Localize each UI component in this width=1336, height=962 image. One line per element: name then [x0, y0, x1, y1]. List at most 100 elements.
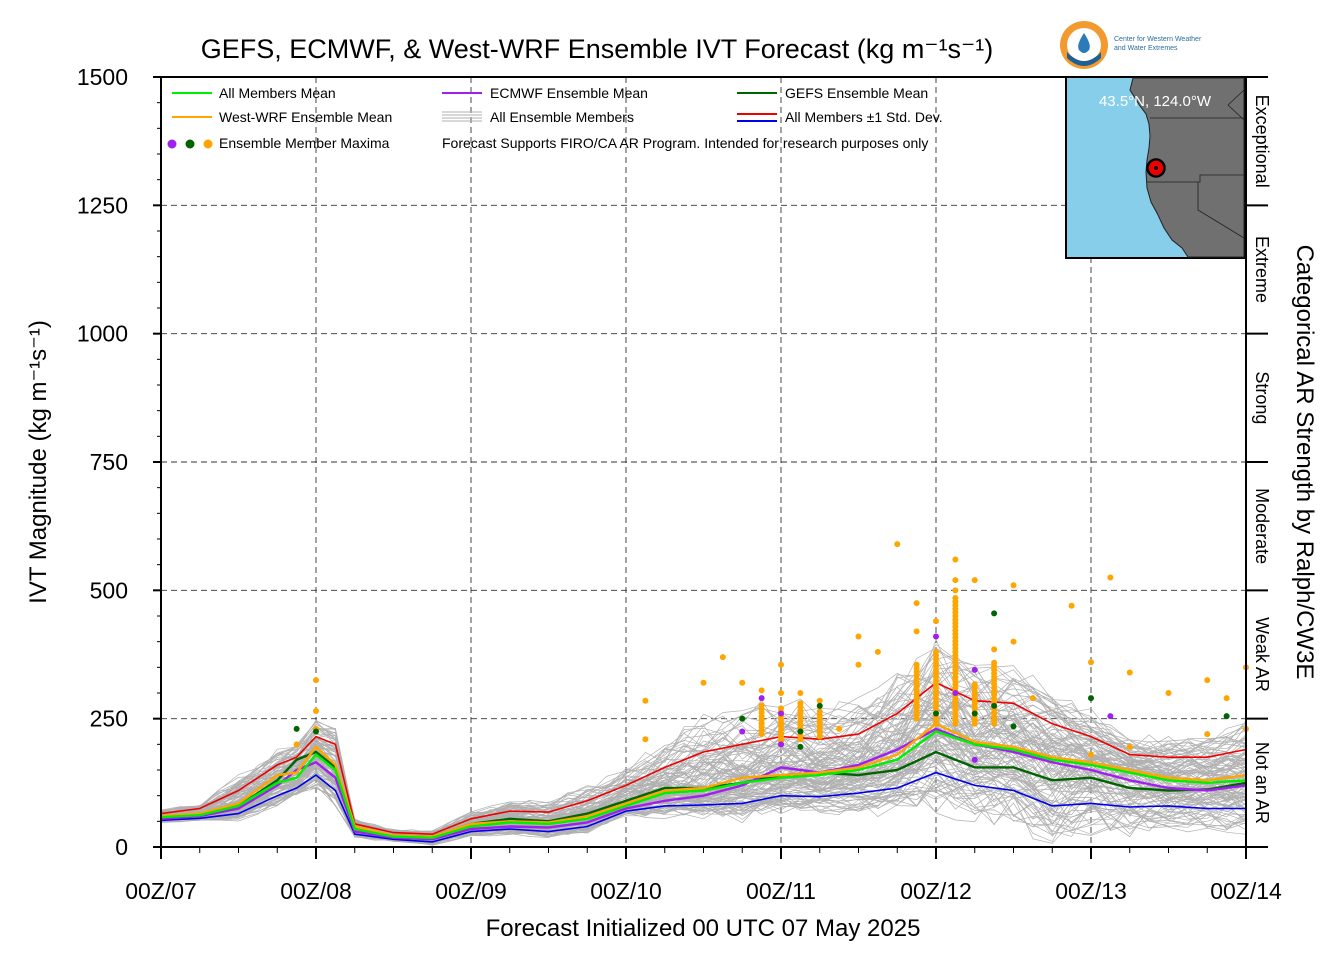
inset-map: 43.5°N, 124.0°W — [1065, 76, 1246, 259]
ar-category-label: Strong — [1252, 371, 1272, 424]
maxima-point — [642, 736, 649, 743]
maxima-point — [778, 661, 784, 668]
logo-text-line2: and Water Extremes — [1114, 45, 1178, 52]
maxima-point — [1126, 669, 1133, 676]
legend-std: All Members ±1 Std. Dev. — [785, 109, 943, 125]
maxima-point — [758, 720, 765, 727]
maxima-point — [739, 715, 746, 722]
chart-title: GEFS, ECMWF, & West-WRF Ensemble IVT For… — [201, 34, 994, 64]
maxima-point — [1204, 731, 1211, 738]
x-axis-label: Forecast Initialized 00 UTC 07 May 2025 — [486, 915, 921, 942]
inset-land — [1129, 77, 1245, 258]
maxima-point — [952, 595, 959, 602]
right-axis-label: Categorical AR Strength by Ralph/CW3E — [1291, 245, 1318, 680]
maxima-point — [1126, 743, 1133, 750]
x-tick-label: 00Z/14 — [1210, 878, 1282, 904]
maxima-point — [313, 728, 319, 735]
legend-gefs-mean: GEFS Ensemble Mean — [785, 85, 928, 101]
maxima-point — [971, 756, 978, 763]
series-lines — [160, 681, 1247, 843]
maxima-point — [797, 690, 804, 696]
maxima-point — [816, 697, 823, 704]
maxima-point — [797, 728, 804, 735]
legend-maxima: Ensemble Member Maxima — [219, 135, 390, 151]
maxima-point — [1107, 574, 1114, 581]
ar-category-label: Weak AR — [1252, 617, 1272, 692]
series-line-ecmwf-ensemble-mean — [160, 727, 1247, 841]
ensemble-member-line — [160, 660, 1247, 833]
ensemble-member-line — [160, 775, 1247, 845]
x-tick-label: 00Z/11 — [746, 878, 816, 904]
series-line-all-members-mean — [160, 730, 1247, 840]
maxima-point — [293, 725, 300, 732]
ar-category-label: Moderate — [1252, 488, 1272, 564]
y-tick-label: 250 — [90, 706, 128, 732]
series-line-all-members-1-std-dev- — [160, 771, 1246, 843]
maxima-point — [758, 702, 765, 709]
ensemble-member-line — [160, 757, 1247, 842]
maxima-point — [991, 646, 998, 653]
ensemble-members — [160, 638, 1247, 846]
maxima-point — [739, 728, 746, 735]
legend-all-members: All Ensemble Members — [490, 109, 634, 125]
maxima-point — [913, 628, 920, 635]
x-axis: 00Z/07 00Z/08 00Z/09 00Z/10 00Z/11 00Z/12 00Z/… — [125, 847, 1282, 904]
ar-category-label: Extreme — [1252, 236, 1272, 303]
legend-ecmwf-mean: ECMWF Ensemble Mean — [490, 85, 648, 101]
maxima-point — [1165, 690, 1172, 696]
legend-note: Forecast Supports FIRO/CA AR Program. In… — [442, 135, 928, 151]
maxima-point — [971, 666, 978, 673]
maxima-point — [952, 690, 959, 696]
maxima-point — [642, 697, 649, 704]
maxima-point — [933, 633, 939, 640]
legend-swatch-members — [442, 111, 482, 122]
ar-category-label: Exceptional — [1252, 95, 1272, 188]
maxima-point — [1068, 602, 1075, 609]
legend: All Members Mean West-WRF Ensemble Mean … — [167, 85, 943, 151]
maxima-point — [971, 577, 978, 584]
series-line-west-wrf-ensemble-mean — [160, 722, 1247, 838]
maxima-point — [1088, 695, 1094, 702]
maxima-point — [797, 700, 804, 707]
y-axis: 0 250 500 750 1000 1250 1500 — [77, 64, 161, 860]
maxima-point — [836, 725, 843, 732]
legend-wrf-mean: West-WRF Ensemble Mean — [219, 109, 392, 125]
maxima-point — [739, 679, 746, 686]
maxima-point — [991, 702, 998, 709]
maxima-point — [1223, 713, 1230, 720]
y-axis-label: IVT Magnitude (kg m⁻¹s⁻¹) — [25, 320, 52, 604]
maxima-point — [874, 648, 881, 655]
maxima-point — [778, 710, 784, 717]
maxima-point — [991, 610, 998, 617]
maxima-point — [971, 681, 978, 688]
x-tick-label: 00Z/12 — [900, 878, 972, 904]
maxima-points — [293, 541, 1249, 763]
x-tick-label: 00Z/09 — [435, 878, 507, 904]
maxima-point — [1204, 677, 1211, 684]
maxima-point — [1010, 582, 1017, 589]
y-tick-label: 750 — [90, 449, 128, 475]
maxima-point — [778, 741, 784, 748]
maxima-point — [816, 702, 823, 709]
maxima-point — [313, 677, 319, 684]
maxima-point — [293, 741, 300, 748]
maxima-point — [855, 661, 862, 668]
maxima-point — [1107, 713, 1114, 720]
maxima-point — [719, 654, 726, 661]
x-tick-label: 00Z/08 — [280, 878, 352, 904]
maxima-point — [1010, 723, 1017, 730]
maxima-point — [758, 695, 765, 702]
location-marker-center — [1154, 166, 1158, 170]
logo-text-line1: Center for Western Weather — [1114, 36, 1202, 43]
x-tick-label: 00Z/07 — [125, 878, 197, 904]
ar-category-label: Not an AR — [1252, 742, 1272, 824]
maxima-point — [933, 710, 939, 717]
maxima-point — [313, 707, 319, 714]
y-tick-label: 0 — [115, 834, 128, 860]
maxima-point — [952, 587, 959, 594]
maxima-point — [952, 556, 959, 563]
legend-marker-green — [185, 139, 195, 149]
maxima-point — [855, 633, 862, 640]
maxima-point — [758, 687, 765, 694]
ensemble-member-line — [160, 697, 1247, 837]
